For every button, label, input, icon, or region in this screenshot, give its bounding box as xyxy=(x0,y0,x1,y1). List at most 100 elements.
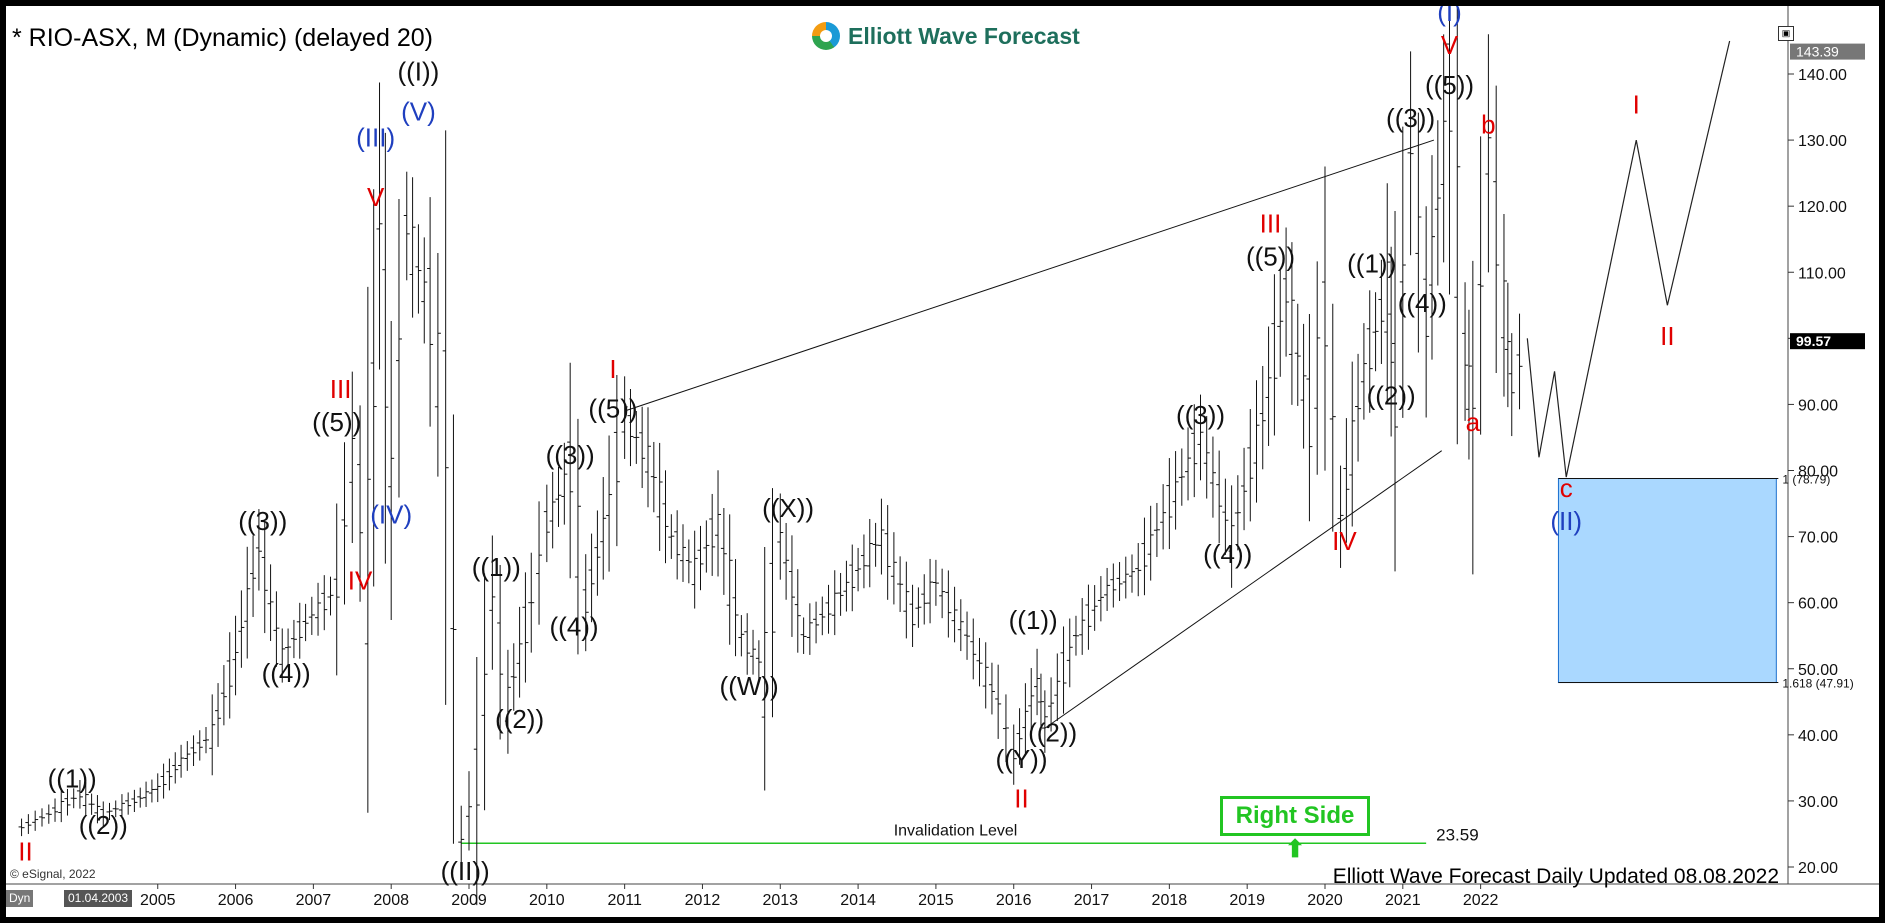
y-tick-label: 60.00 xyxy=(1798,596,1838,613)
x-tick-label: 2007 xyxy=(296,892,332,909)
x-tick-label: 2016 xyxy=(996,892,1032,909)
wave-label: ((1)) xyxy=(1009,605,1058,635)
copyright-text: © eSignal, 2022 xyxy=(10,867,96,881)
wave-label: (IV) xyxy=(370,499,412,529)
x-tick-label: 2008 xyxy=(373,892,409,909)
right-side-badge: Right Side ⬆ xyxy=(1220,796,1370,863)
wave-label: ((4)) xyxy=(1398,288,1447,318)
updated-footer: Elliott Wave Forecast Daily Updated 08.0… xyxy=(1332,865,1779,888)
price-bars xyxy=(18,6,1523,906)
wave-label: ((5)) xyxy=(588,394,637,424)
y-tick-label: 50.00 xyxy=(1798,662,1838,679)
price-marker-box xyxy=(1790,43,1865,60)
x-tick-label: 2015 xyxy=(918,892,954,909)
y-tick-label: 130.00 xyxy=(1798,133,1847,150)
wave-label: ((5)) xyxy=(312,407,361,437)
wave-label: c xyxy=(1560,473,1573,503)
wave-label: V xyxy=(1441,30,1459,60)
wave-label: ((X)) xyxy=(762,493,814,523)
invalidation-value: 23.59 xyxy=(1436,825,1479,844)
wave-label: I xyxy=(1633,90,1640,120)
wave-label: ((3)) xyxy=(1176,400,1225,430)
wave-label: I xyxy=(609,354,616,384)
wave-label: ((4)) xyxy=(1203,539,1252,569)
wave-label: ((4)) xyxy=(550,612,599,642)
wave-label: ((2)) xyxy=(1028,717,1077,747)
target-zone-top-label: 1 (78.79) xyxy=(1782,472,1830,486)
wave-label: ((W)) xyxy=(720,671,779,701)
brand-logo-icon xyxy=(812,22,840,50)
y-tick-label: 110.00 xyxy=(1798,265,1846,282)
channel-line-1 xyxy=(624,139,1435,412)
wave-label: ((1)) xyxy=(1347,248,1396,278)
wave-label: III xyxy=(330,374,352,404)
wave-label: ((4)) xyxy=(262,658,311,688)
y-tick-label: 40.00 xyxy=(1798,728,1838,745)
target-zone-box xyxy=(1557,477,1777,684)
wave-label: III xyxy=(1260,209,1282,239)
axis-mode-stub: Dyn xyxy=(6,890,34,907)
wave-label: ((II)) xyxy=(441,856,490,886)
wave-label: IV xyxy=(348,565,373,595)
wave-label: ((2)) xyxy=(495,704,544,734)
wave-label: ((5)) xyxy=(1246,242,1295,272)
wave-label: ((1)) xyxy=(48,764,97,794)
wave-label: II xyxy=(1014,784,1028,814)
wave-label: II xyxy=(1660,321,1674,351)
x-tick-label: 2017 xyxy=(1074,892,1110,909)
x-tick-label: 2013 xyxy=(762,892,798,909)
x-tick-label: 2021 xyxy=(1385,892,1421,909)
y-tick-label: 120.00 xyxy=(1798,199,1847,216)
x-tick-label: 2014 xyxy=(840,892,876,909)
wave-label: ((2)) xyxy=(79,810,128,840)
x-tick-label: 2010 xyxy=(529,892,565,909)
restore-window-icon[interactable]: ▣ xyxy=(1778,26,1794,41)
wave-label: IV xyxy=(1332,526,1357,556)
wave-label: (I) xyxy=(1437,6,1462,27)
wave-label: (III) xyxy=(356,123,395,153)
wave-label: (II) xyxy=(1550,506,1582,536)
price-chart: 1 (78.79) 1.618 (47.91) Invalidation Level… xyxy=(6,6,1879,909)
brand-header: Elliott Wave Forecast xyxy=(812,22,1080,50)
wave-label: ((3)) xyxy=(546,440,595,470)
x-tick-label: 2005 xyxy=(140,892,176,909)
y-tick-label: 20.00 xyxy=(1798,860,1838,877)
x-tick-label: 2018 xyxy=(1152,892,1188,909)
wave-label: V xyxy=(367,182,385,212)
brand-name: Elliott Wave Forecast xyxy=(848,22,1080,49)
x-tick-label: 2006 xyxy=(218,892,254,909)
x-tick-label: 2019 xyxy=(1229,892,1265,909)
x-tick-label: 2012 xyxy=(685,892,721,909)
wave-label: II xyxy=(18,836,32,866)
wave-label: ((2)) xyxy=(1367,380,1416,410)
target-zone-bottom-label: 1.618 (47.91) xyxy=(1782,677,1853,691)
price-marker-box xyxy=(1790,333,1865,350)
chart-panel: 1 (78.79) 1.618 (47.91) Invalidation Level… xyxy=(6,6,1879,917)
wave-label: ((1)) xyxy=(472,552,521,582)
chart-title: * RIO-ASX, M (Dynamic) (delayed 20) xyxy=(12,24,433,52)
x-tick-label: 2011 xyxy=(607,892,642,909)
price-marker-label: 143.39 xyxy=(1796,44,1839,60)
wave-label: ((5)) xyxy=(1425,70,1474,100)
channel-line-2 xyxy=(1044,450,1443,729)
wave-label: ((3)) xyxy=(238,506,287,536)
y-tick-label: 70.00 xyxy=(1798,530,1838,547)
x-tick-label: 2009 xyxy=(451,892,487,909)
y-tick-label: 140.00 xyxy=(1798,67,1847,84)
wave-label: ((I)) xyxy=(397,57,439,87)
y-tick-label: 80.00 xyxy=(1798,464,1838,481)
x-tick-label: 2022 xyxy=(1463,892,1499,909)
wave-label: a xyxy=(1466,407,1481,437)
projection-path xyxy=(1526,40,1731,478)
x-tick-label: 2020 xyxy=(1307,892,1343,909)
start-date-tag: 01.04.2003 xyxy=(64,890,133,907)
y-tick-label: 90.00 xyxy=(1798,397,1838,414)
wave-label: b xyxy=(1481,109,1495,139)
price-marker-label: 99.57 xyxy=(1796,333,1831,349)
wave-label: (V) xyxy=(401,96,436,126)
wave-label: ((3)) xyxy=(1386,103,1435,133)
y-tick-label: 30.00 xyxy=(1798,794,1838,811)
wave-label: ((Y)) xyxy=(996,744,1048,774)
invalidation-label: Invalidation Level xyxy=(894,822,1018,839)
